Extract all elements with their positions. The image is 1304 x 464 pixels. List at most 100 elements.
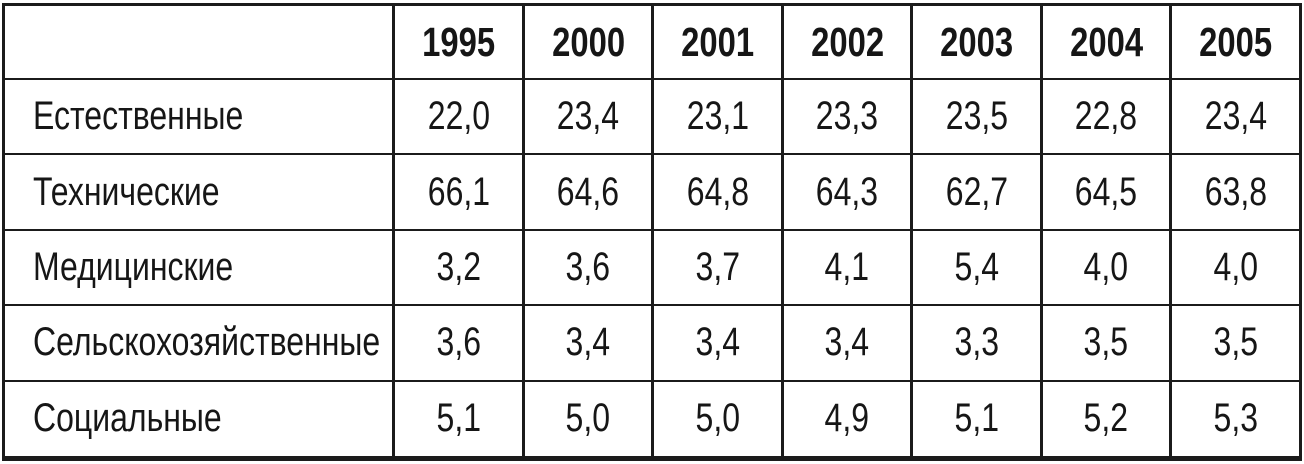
value-cell: 66,1 xyxy=(392,153,525,231)
table-row-natural: Естественные 22,0 23,4 23,1 23,3 23,5 22… xyxy=(1,77,1302,156)
cell-value: 23,3 xyxy=(816,94,879,139)
value-cell: 64,5 xyxy=(1039,153,1173,231)
value-cell: 4,9 xyxy=(780,379,914,460)
value-cell: 5,1 xyxy=(392,379,525,460)
year-header-text: 2001 xyxy=(681,18,755,65)
value-cell: 3,6 xyxy=(392,304,525,382)
cell-value: 5,3 xyxy=(1213,396,1258,441)
value-cell: 3,2 xyxy=(392,228,525,307)
cell-value: 5,0 xyxy=(565,396,611,441)
value-cell: 5,0 xyxy=(521,379,655,460)
year-header-2005: 2005 xyxy=(1169,3,1302,80)
cell-value: 22,0 xyxy=(427,94,490,139)
table-row-agricultural: Сельскохозяйственные 3,6 3,4 3,4 3,4 3,3… xyxy=(1,304,1302,382)
value-cell: 64,8 xyxy=(651,153,784,231)
value-cell: 3,4 xyxy=(521,304,655,382)
row-label-cell: Сельскохозяйственные xyxy=(1,304,396,382)
value-cell: 3,6 xyxy=(521,228,655,307)
year-header-text: 2004 xyxy=(1069,18,1143,65)
cell-value: 3,4 xyxy=(824,320,870,365)
value-cell: 3,3 xyxy=(910,304,1043,382)
value-cell: 4,1 xyxy=(780,228,914,307)
cell-value: 23,5 xyxy=(945,94,1008,139)
year-header-text: 1995 xyxy=(422,18,496,65)
cell-value: 3,5 xyxy=(1213,320,1258,365)
cell-value: 63,8 xyxy=(1204,169,1267,214)
cell-value: 4,0 xyxy=(1083,245,1129,290)
year-header-2001: 2001 xyxy=(651,3,784,80)
year-header-2004: 2004 xyxy=(1039,3,1173,80)
cell-value: 3,5 xyxy=(1083,320,1129,365)
cell-value: 66,1 xyxy=(427,169,490,214)
value-cell: 22,0 xyxy=(392,77,525,156)
cell-value: 3,7 xyxy=(695,245,740,290)
cell-value: 64,3 xyxy=(816,169,879,214)
value-cell: 5,2 xyxy=(1039,379,1173,460)
cell-value: 3,3 xyxy=(954,320,999,365)
cell-value: 64,5 xyxy=(1075,169,1138,214)
row-label-cell: Технические xyxy=(1,153,396,231)
value-cell: 5,3 xyxy=(1169,379,1302,460)
value-cell: 23,5 xyxy=(910,77,1043,156)
value-cell: 22,8 xyxy=(1039,77,1173,156)
cell-value: 3,6 xyxy=(436,320,481,365)
statistics-table: 1995 2000 2001 2002 2003 2004 2005 Естес… xyxy=(1,3,1302,461)
cell-value: 64,8 xyxy=(686,169,749,214)
row-label: Медицинские xyxy=(33,245,234,290)
header-row: 1995 2000 2001 2002 2003 2004 2005 xyxy=(1,3,1302,80)
table-row-technical: Технические 66,1 64,6 64,8 64,3 62,7 64,… xyxy=(1,153,1302,231)
row-label-cell: Медицинские xyxy=(1,228,396,307)
cell-value: 5,1 xyxy=(436,396,481,441)
year-header-2000: 2000 xyxy=(521,3,655,80)
value-cell: 4,0 xyxy=(1169,228,1302,307)
cell-value: 5,1 xyxy=(954,396,999,441)
cell-value: 4,0 xyxy=(1213,245,1258,290)
row-label: Естественные xyxy=(33,94,244,139)
year-header-text: 2000 xyxy=(551,18,625,65)
value-cell: 23,3 xyxy=(780,77,914,156)
cell-value: 3,4 xyxy=(695,320,740,365)
corner-header-cell xyxy=(1,3,396,80)
value-cell: 63,8 xyxy=(1169,153,1302,231)
value-cell: 64,6 xyxy=(521,153,655,231)
value-cell: 3,7 xyxy=(651,228,784,307)
value-cell: 23,1 xyxy=(651,77,784,156)
cell-value: 23,4 xyxy=(1204,94,1267,139)
value-cell: 62,7 xyxy=(910,153,1043,231)
row-label-cell: Социальные xyxy=(1,379,396,460)
value-cell: 5,0 xyxy=(651,379,784,460)
value-cell: 23,4 xyxy=(521,77,655,156)
row-label-cell: Естественные xyxy=(1,77,396,156)
row-label: Социальные xyxy=(33,396,222,441)
year-header-2003: 2003 xyxy=(910,3,1043,80)
cell-value: 22,8 xyxy=(1075,94,1138,139)
cell-value: 64,6 xyxy=(557,169,620,214)
row-label: Сельскохозяйственные xyxy=(33,320,381,365)
table-row-social: Социальные 5,1 5,0 5,0 4,9 5,1 5,2 5,3 xyxy=(1,379,1302,460)
year-header-1995: 1995 xyxy=(392,3,525,80)
value-cell: 5,4 xyxy=(910,228,1043,307)
cell-value: 62,7 xyxy=(945,169,1008,214)
cell-value: 5,4 xyxy=(954,245,999,290)
cell-value: 23,1 xyxy=(686,94,749,139)
cell-value: 3,6 xyxy=(565,245,611,290)
value-cell: 3,4 xyxy=(780,304,914,382)
value-cell: 3,5 xyxy=(1039,304,1173,382)
cell-value: 23,4 xyxy=(557,94,620,139)
cell-value: 3,4 xyxy=(565,320,611,365)
cell-value: 3,2 xyxy=(436,245,481,290)
cell-value: 4,9 xyxy=(824,396,870,441)
value-cell: 23,4 xyxy=(1169,77,1302,156)
value-cell: 64,3 xyxy=(780,153,914,231)
value-cell: 4,0 xyxy=(1039,228,1173,307)
year-header-text: 2005 xyxy=(1199,18,1273,65)
year-header-2002: 2002 xyxy=(780,3,914,80)
value-cell: 3,4 xyxy=(651,304,784,382)
year-header-text: 2003 xyxy=(940,18,1014,65)
table-row-medical: Медицинские 3,2 3,6 3,7 4,1 5,4 4,0 4,0 xyxy=(1,228,1302,307)
value-cell: 3,5 xyxy=(1169,304,1302,382)
cell-value: 4,1 xyxy=(824,245,870,290)
value-cell: 5,1 xyxy=(910,379,1043,460)
year-header-text: 2002 xyxy=(810,18,884,65)
